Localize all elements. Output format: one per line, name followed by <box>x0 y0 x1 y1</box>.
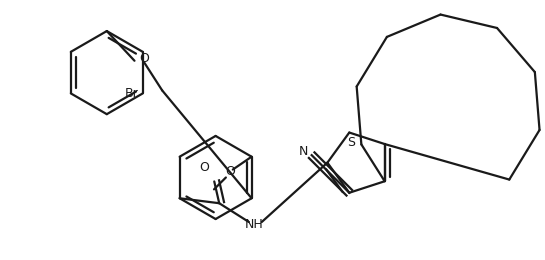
Text: O: O <box>225 165 235 178</box>
Text: NH: NH <box>245 218 263 231</box>
Text: O: O <box>199 161 209 174</box>
Text: O: O <box>140 52 149 65</box>
Text: Br: Br <box>125 87 139 100</box>
Text: N: N <box>299 145 308 158</box>
Text: S: S <box>347 136 355 149</box>
